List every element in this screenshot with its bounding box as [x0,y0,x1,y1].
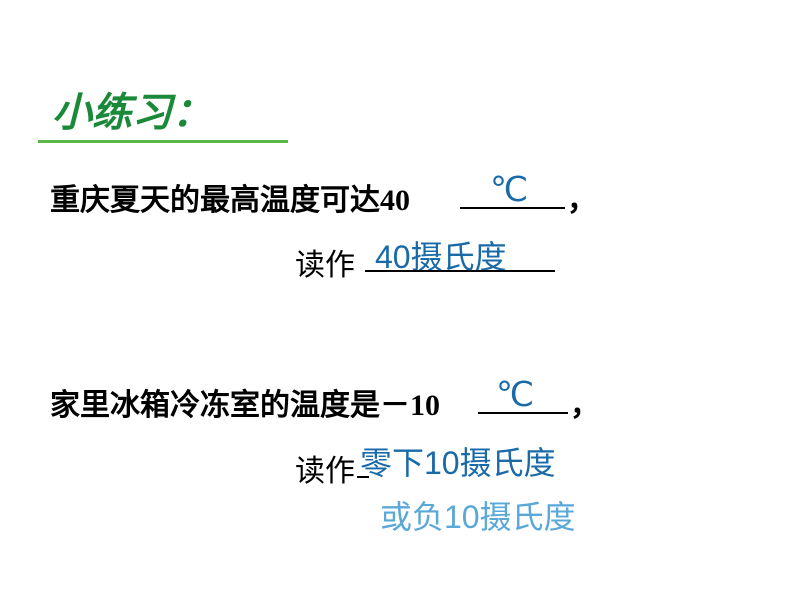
question2-blank [478,412,568,414]
exercise-heading: 小练习： [52,80,212,138]
question2-reading-blank [357,476,369,478]
question1-comma: ， [567,175,597,219]
question2-text: 家里冰箱冷冻室的温度是－10 [50,380,440,424]
question2-reading-answer1: 零下10摄氏度 [360,438,556,484]
question1-reading-blank [365,270,555,272]
question1-unit-answer: ℃ [490,170,528,210]
question1-read-label: 读作 [295,240,355,284]
question1-text: 重庆夏天的最高温度可达40 [50,175,410,219]
question2-reading-answer2: 或负10摄氏度 [380,492,576,538]
question2-read-label: 读作 [295,446,355,490]
question1-blank [460,207,565,209]
question2-unit-answer: ℃ [496,375,534,415]
question2-comma: ， [570,380,600,424]
heading-underline [38,140,288,143]
